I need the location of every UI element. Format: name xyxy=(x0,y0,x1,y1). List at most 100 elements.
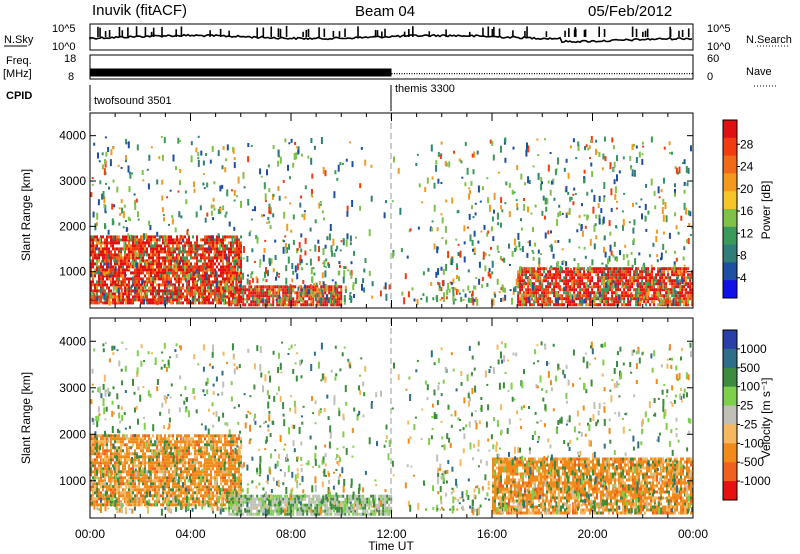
heatmap-cell xyxy=(689,276,692,280)
heatmap-cell xyxy=(122,279,125,287)
heatmap-cell xyxy=(549,273,552,277)
heatmap-cell xyxy=(132,476,134,480)
heatmap-cell xyxy=(593,267,596,271)
heatmap-cell xyxy=(220,301,222,305)
heatmap-cell xyxy=(581,298,584,305)
heatmap-cell xyxy=(274,294,277,298)
heatmap-cell xyxy=(236,237,239,240)
heatmap-cell xyxy=(190,250,192,254)
heatmap-cell xyxy=(164,286,166,290)
heatmap-cell xyxy=(559,211,562,216)
heatmap-cell xyxy=(91,183,94,186)
heatmap-cell xyxy=(212,289,214,293)
station-title: Inuvik (fitACF) xyxy=(92,2,187,19)
heatmap-cell xyxy=(112,235,115,241)
heatmap-cell xyxy=(190,247,192,251)
heatmap-cell xyxy=(623,276,626,280)
heatmap-cell xyxy=(288,297,291,301)
heatmap-cell xyxy=(184,235,186,239)
heatmap-cell xyxy=(182,277,184,281)
heatmap-cell xyxy=(196,286,198,290)
heatmap-cell xyxy=(108,186,110,190)
heatmap-cell xyxy=(650,136,653,143)
heatmap-cell xyxy=(200,259,202,263)
heatmap-cell xyxy=(608,220,611,227)
heatmap-cell xyxy=(265,279,268,283)
heatmap-cell xyxy=(100,455,102,459)
heatmap-cell xyxy=(622,254,625,261)
heatmap-cell xyxy=(276,297,279,301)
heatmap-cell xyxy=(282,285,285,289)
heatmap-cell xyxy=(262,285,265,289)
heatmap-cell xyxy=(108,235,110,239)
heatmap-cell xyxy=(639,303,642,307)
heatmap-cell xyxy=(444,225,447,233)
heatmap-cell xyxy=(106,497,108,501)
heatmap-cell xyxy=(290,229,293,233)
heatmap-cell xyxy=(685,276,688,280)
heatmap-cell xyxy=(182,301,184,305)
heatmap-cell xyxy=(123,245,126,252)
heatmap-cell xyxy=(523,303,526,307)
heatmap-cell xyxy=(344,289,347,294)
heatmap-cell xyxy=(150,503,152,507)
power-heatmap xyxy=(90,135,693,307)
heatmap-cell xyxy=(106,247,108,251)
heatmap-cell xyxy=(482,257,485,260)
heatmap-cell xyxy=(140,464,142,468)
heatmap-cell xyxy=(210,241,212,245)
heatmap-cell xyxy=(633,282,636,286)
heatmap-cell xyxy=(194,241,196,245)
heatmap-cell xyxy=(196,247,199,252)
heatmap-cell xyxy=(484,265,487,272)
heatmap-cell xyxy=(360,146,363,150)
heatmap-cell xyxy=(138,434,140,438)
heatmap-cell xyxy=(132,289,134,293)
heatmap-cell xyxy=(106,259,108,263)
heatmap-cell xyxy=(437,268,440,276)
heatmap-cell xyxy=(202,244,204,248)
heatmap-cell xyxy=(146,253,148,257)
heatmap-cell xyxy=(607,258,609,265)
heatmap-cell xyxy=(168,235,170,239)
heatmap-cell xyxy=(682,256,685,261)
heatmap-cell xyxy=(206,241,208,245)
heatmap-cell xyxy=(146,238,148,242)
heatmap-cell xyxy=(118,497,120,501)
heatmap-cell xyxy=(104,244,106,248)
heatmap-cell xyxy=(144,283,147,288)
heatmap-cell xyxy=(681,273,684,277)
heatmap-cell xyxy=(116,440,118,444)
heatmap-cell xyxy=(176,286,178,290)
heatmap-cell xyxy=(610,298,613,302)
heatmap-cell xyxy=(204,271,206,275)
heatmap-cell xyxy=(246,288,249,292)
heatmap-cell xyxy=(230,300,233,304)
heatmap-cell xyxy=(581,276,584,280)
heatmap-cell xyxy=(238,262,240,266)
heatmap-cell xyxy=(544,138,546,141)
heatmap-cell xyxy=(156,268,158,272)
freq-label: Freq. xyxy=(6,55,32,67)
heatmap-cell xyxy=(567,191,570,195)
heatmap-cell xyxy=(176,298,178,302)
heatmap-cell xyxy=(669,279,672,283)
heatmap-cell xyxy=(469,190,471,195)
heatmap-cell xyxy=(615,303,618,307)
heatmap-cell xyxy=(472,216,475,219)
heatmap-cell xyxy=(102,458,104,462)
heatmap-cell xyxy=(94,244,96,248)
heatmap-cell xyxy=(122,271,124,275)
freq-panel xyxy=(89,54,694,80)
heatmap-cell xyxy=(120,286,122,290)
heatmap-cell xyxy=(553,282,556,286)
heatmap-cell xyxy=(483,224,486,230)
heatmap-cell xyxy=(235,280,238,287)
heatmap-cell xyxy=(312,297,315,301)
heatmap-cell xyxy=(100,440,102,444)
heatmap-cell xyxy=(317,239,320,244)
heatmap-cell xyxy=(477,185,480,193)
heatmap-cell xyxy=(472,298,475,306)
heatmap-cell xyxy=(158,277,160,281)
heatmap-cell xyxy=(613,270,616,274)
